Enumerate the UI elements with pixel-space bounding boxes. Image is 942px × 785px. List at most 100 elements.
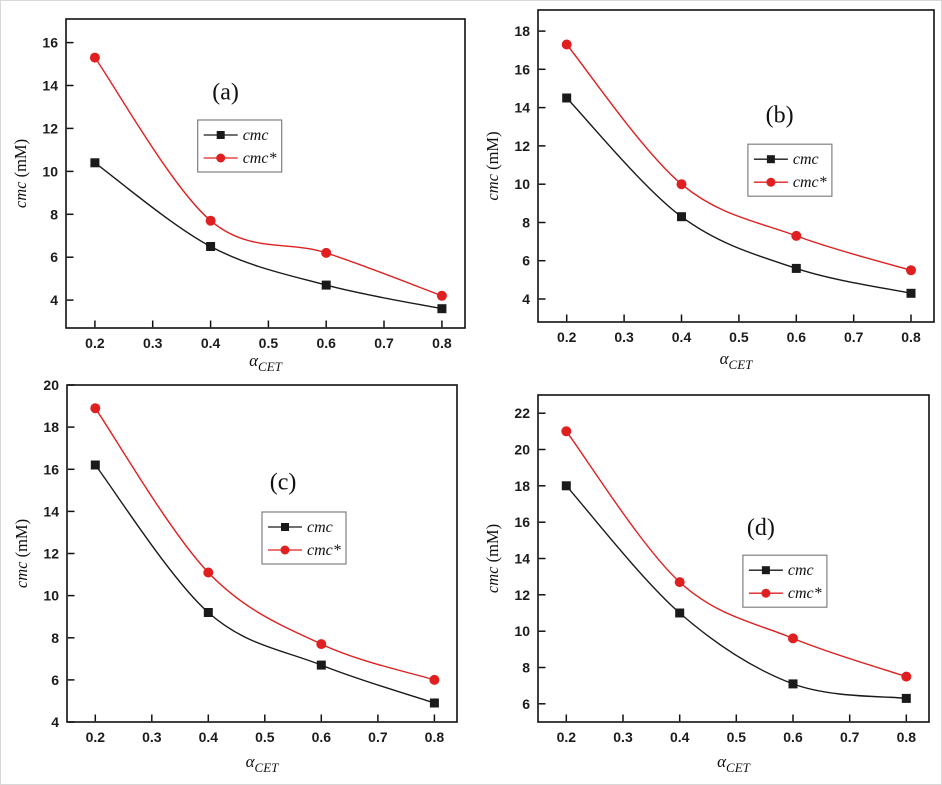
x-tick-label: 0.2 [86, 729, 106, 745]
y-tick-label: 8 [51, 630, 59, 646]
y-axis-title: cmc (mM) [483, 524, 502, 593]
y-tick-label: 10 [42, 163, 58, 179]
chart-svg-d: 0.2 0.3 0.4 0.5 0.6 0.7 0.8 6 8 10 12 14 16 18 20 22 (d)… [483, 394, 930, 775]
x-tick-label: 0.8 [432, 335, 452, 351]
plot-frame [65, 18, 466, 329]
data-point-square [316, 660, 326, 670]
y-tick-label: 6 [522, 696, 530, 712]
y-tick-label: 8 [522, 215, 530, 231]
data-point-circle [561, 39, 572, 50]
data-point-square [203, 608, 213, 617]
legend-box [747, 143, 833, 197]
x-tick-label: 0.7 [844, 329, 864, 345]
x-tick-label: 0.4 [670, 729, 690, 745]
legend-marker-square [216, 131, 225, 139]
x-tick-label: 0.5 [255, 729, 275, 745]
data-point-circle [203, 567, 214, 578]
series-line-circle [94, 407, 435, 681]
legend-marker-square [761, 566, 770, 575]
series-line-square [94, 464, 435, 704]
x-tick-label: 0.4 [201, 335, 221, 351]
legend-label: cmc* [307, 542, 341, 559]
x-tick-label: 0.3 [613, 729, 633, 745]
x-tick-label: 0.8 [901, 329, 921, 345]
x-axis-title: αCET [720, 349, 754, 372]
legend-box [197, 119, 283, 173]
y-tick-label: 10 [514, 176, 530, 192]
y-tick-label: 22 [514, 405, 530, 421]
data-point-square [206, 242, 216, 251]
data-point-circle [676, 179, 687, 190]
y-tick-label: 14 [514, 551, 530, 567]
legend-marker-circle [761, 588, 771, 598]
y-tick-label: 16 [43, 461, 59, 477]
legend-label: cmc [788, 562, 814, 579]
figure-bottom-row: 0.2 0.3 0.4 0.5 0.6 0.7 0.8 4 6 8 10 12 14 16 18 20 (c) c… [0, 378, 942, 785]
plot-frame [537, 9, 935, 323]
chart-svg-b: 0.2 0.3 0.4 0.5 0.6 0.7 0.8 4 6 8 10 12 14 16 18 (b) cmc… [483, 9, 935, 372]
y-tick-label: 10 [514, 623, 530, 639]
legend: cmc cmc* [742, 554, 828, 608]
x-tick-label: 0.6 [312, 729, 332, 745]
y-tick-label: 8 [50, 206, 58, 222]
x-tick-label: 0.2 [85, 335, 105, 351]
y-axis-title: cmc (mM) [483, 131, 502, 200]
x-tick-label: 0.7 [840, 729, 860, 745]
data-point-circle [561, 426, 572, 437]
data-point-circle [89, 52, 100, 63]
y-tick-label: 14 [42, 78, 58, 94]
y-tick-label: 16 [514, 514, 530, 530]
y-tick-label: 20 [43, 378, 59, 393]
y-tick-label: 12 [43, 546, 59, 562]
x-tick-label: 0.2 [557, 329, 577, 345]
data-point-circle [205, 215, 216, 226]
legend-label: cmc [307, 519, 333, 536]
data-point-circle [321, 247, 332, 258]
data-point-circle [429, 674, 440, 685]
data-point-square [675, 608, 685, 618]
legend-marker-circle [216, 153, 226, 163]
legend-marker-circle [766, 177, 776, 187]
y-tick-label: 14 [514, 100, 530, 116]
chart-panel-b: 0.2 0.3 0.4 0.5 0.6 0.7 0.8 4 6 8 10 12 14 16 18 (b) cmc… [471, 0, 942, 378]
data-point-circle [906, 265, 916, 276]
y-axis-title: cmc (mM) [12, 519, 31, 588]
y-tick-label: 12 [514, 138, 530, 154]
x-tick-label: 0.8 [897, 729, 917, 745]
x-tick-label: 0.5 [729, 329, 749, 345]
y-tick-label: 4 [50, 292, 58, 308]
data-point-square [90, 460, 100, 470]
y-tick-label: 6 [51, 672, 59, 688]
data-point-square [788, 679, 798, 689]
chart-panel-a: 0.2 0.3 0.4 0.5 0.6 0.7 0.8 4 6 8 10 12 14 16 (a) cmc cm… [0, 0, 471, 378]
x-tick-label: 0.8 [425, 729, 445, 745]
y-tick-label: 18 [43, 419, 59, 435]
legend: cmc cmc* [747, 143, 833, 197]
y-tick-label: 4 [522, 291, 530, 307]
x-tick-label: 0.3 [614, 329, 634, 345]
y-tick-label: 12 [42, 120, 58, 136]
x-axis-title: αCET [246, 752, 280, 775]
x-tick-label: 0.3 [142, 729, 162, 745]
series-line-circle [565, 430, 907, 678]
data-point-square [791, 263, 801, 273]
y-tick-label: 18 [514, 23, 530, 39]
panel-label: (a) [212, 79, 239, 105]
data-point-square [561, 481, 571, 491]
y-tick-label: 16 [42, 35, 58, 51]
y-tick-label: 12 [514, 587, 530, 603]
data-point-circle [90, 403, 101, 414]
legend-box [742, 554, 828, 608]
legend-label: cmc [243, 127, 269, 144]
data-point-circle [791, 230, 802, 241]
legend-marker-square [766, 155, 775, 164]
plot-frame [66, 384, 458, 723]
x-tick-label: 0.3 [143, 335, 163, 351]
data-point-circle [901, 671, 912, 682]
y-tick-label: 6 [522, 253, 530, 269]
legend-marker-circle [280, 545, 290, 555]
data-point-square [321, 280, 331, 290]
x-tick-label: 0.4 [672, 329, 692, 345]
series-line-square [565, 485, 907, 700]
panel-label: (c) [270, 470, 297, 496]
